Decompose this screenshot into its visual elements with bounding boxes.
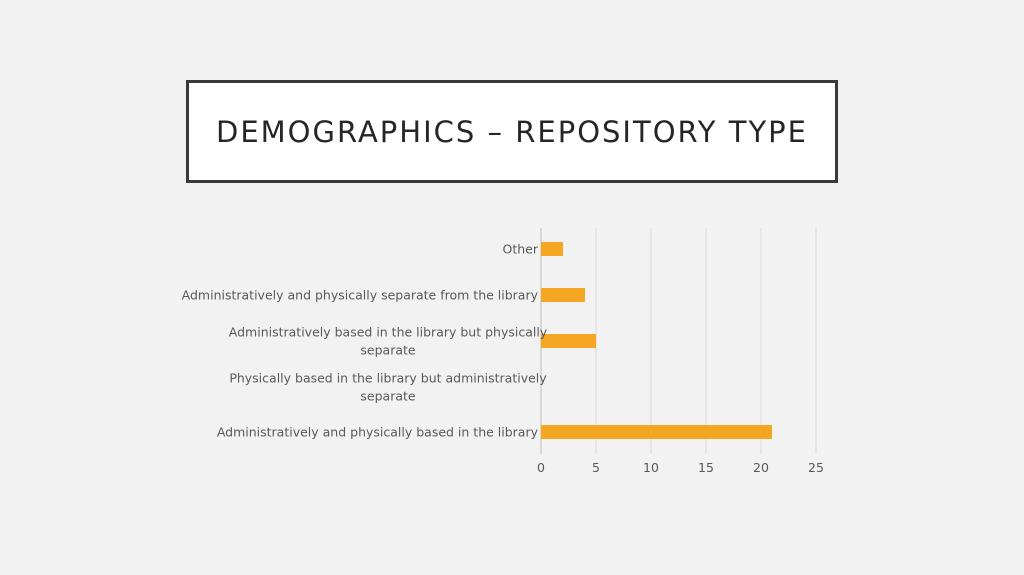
x-tick-label: 10	[643, 460, 659, 475]
bar	[541, 425, 772, 439]
x-tick-label: 20	[753, 460, 769, 475]
x-tick-label: 0	[537, 460, 545, 475]
category-label: Administratively and physically separate…	[182, 288, 539, 303]
x-tick-label: 5	[592, 460, 600, 475]
x-tick-label: 15	[698, 460, 714, 475]
title-box: DEMOGRAPHICS – REPOSITORY TYPE	[186, 80, 838, 183]
category-label: Other	[503, 242, 539, 257]
category-label: Administratively based in the library bu…	[229, 325, 548, 340]
category-label: separate	[360, 343, 415, 358]
category-label: Physically based in the library but admi…	[229, 371, 547, 386]
category-label: Administratively and physically based in…	[217, 425, 539, 440]
bar	[541, 288, 585, 302]
slide-title: DEMOGRAPHICS – REPOSITORY TYPE	[216, 114, 808, 149]
bars	[541, 242, 772, 439]
bar	[541, 242, 563, 256]
bar	[541, 334, 596, 348]
x-axis-ticks: 0 5 10 15 20 25	[537, 460, 824, 475]
category-label: separate	[360, 389, 415, 404]
category-labels: Administratively and physically based in…	[182, 242, 548, 440]
x-tick-label: 25	[808, 460, 824, 475]
